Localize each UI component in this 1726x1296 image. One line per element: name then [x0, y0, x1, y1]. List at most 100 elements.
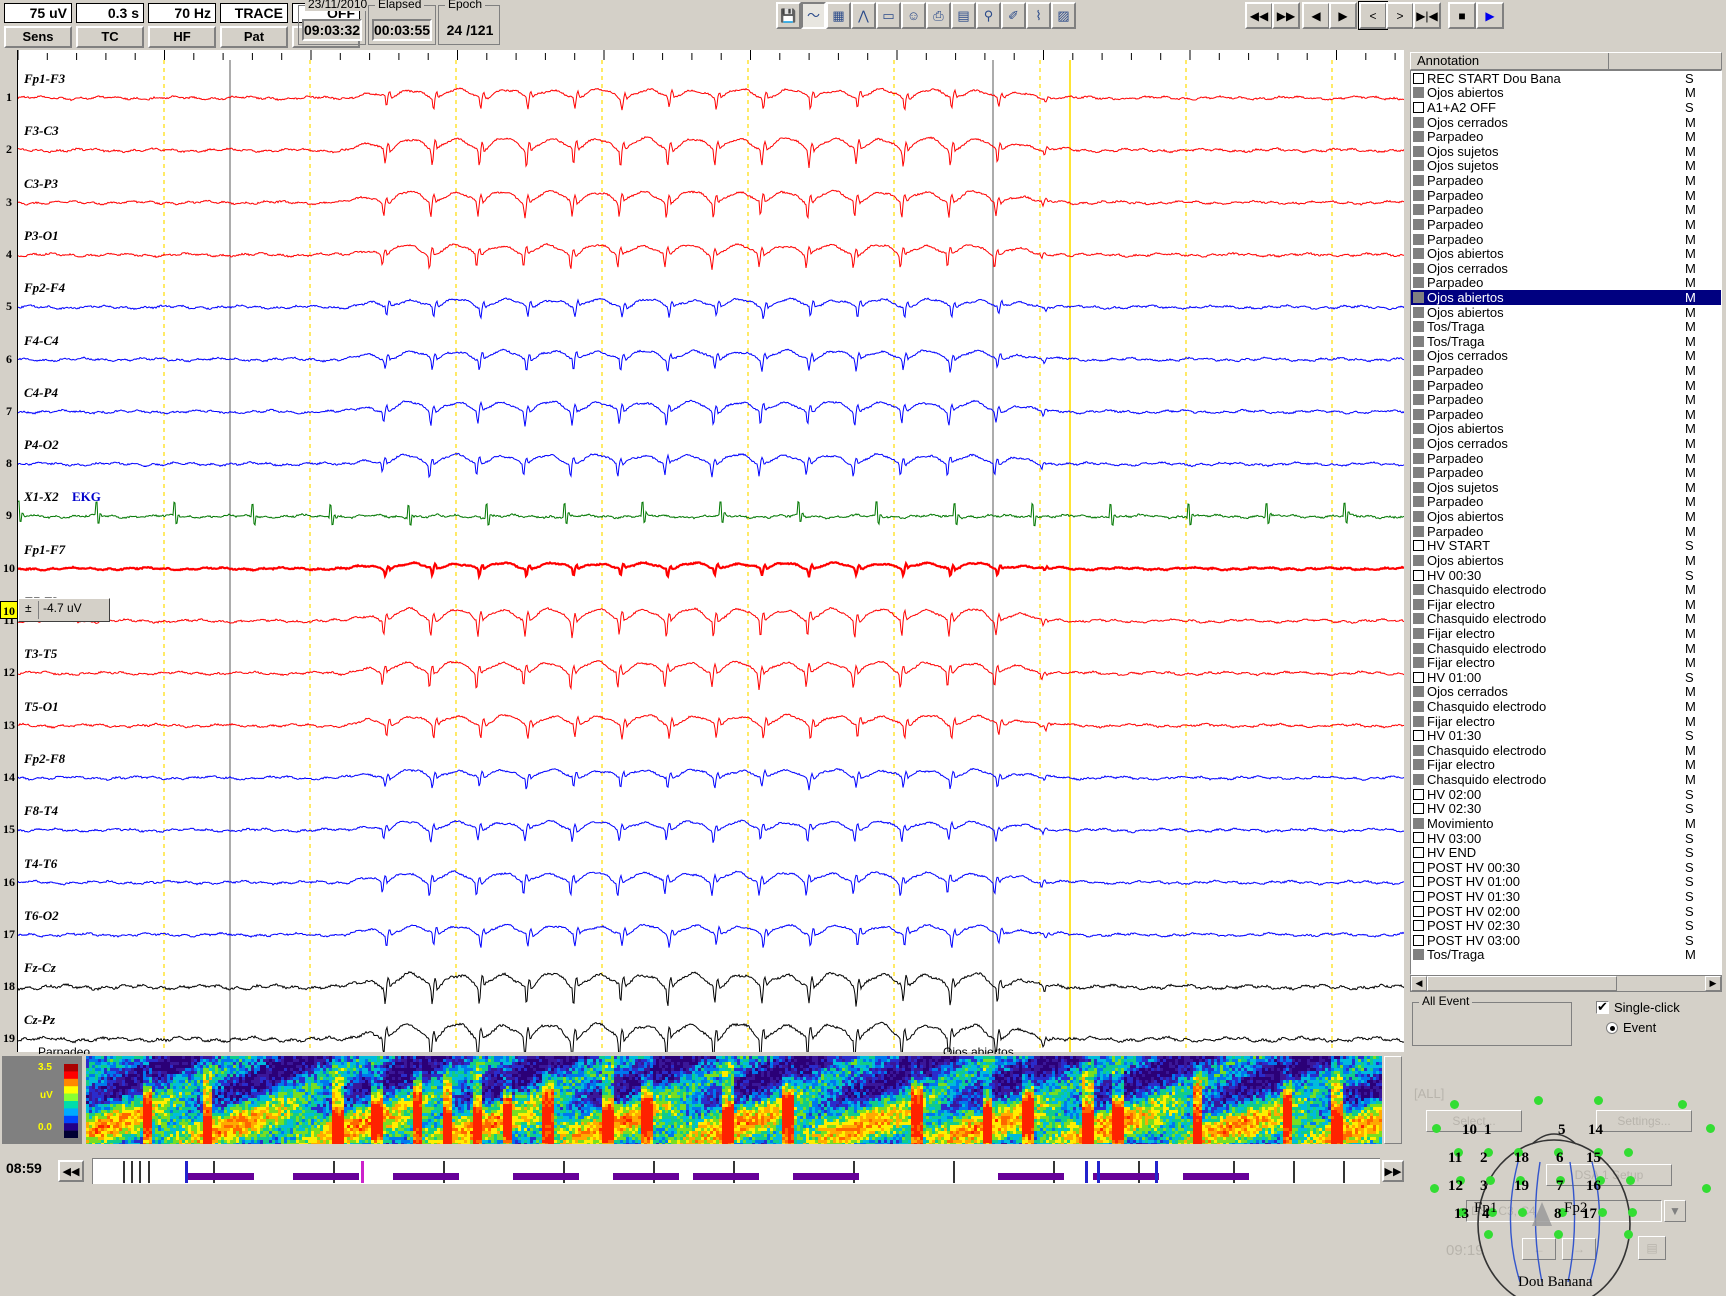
annotation-header-label[interactable]: Annotation: [1411, 53, 1609, 69]
electrode-dot[interactable]: [1624, 1230, 1633, 1239]
time-constant-value[interactable]: 0.3 s: [76, 3, 144, 23]
annotation-header[interactable]: Annotation: [1410, 52, 1722, 70]
annotation-row[interactable]: Fijar electro M: [1411, 757, 1721, 772]
channel-number-4[interactable]: 4: [6, 246, 12, 261]
montage-next-button[interactable]: →: [1562, 1238, 1596, 1260]
annotation-marker-icon[interactable]: [1413, 291, 1424, 303]
annotation-row[interactable]: Parpadeo M: [1411, 392, 1721, 407]
scroll-left-arrow[interactable]: ◀: [1411, 976, 1427, 991]
channel-label-T5-O1[interactable]: T5-O1: [24, 698, 59, 714]
channel-number-10[interactable]: 10: [3, 560, 15, 575]
annotation-marker-icon[interactable]: [1413, 481, 1424, 493]
timeline-next-button[interactable]: ▶▶: [1382, 1160, 1404, 1182]
event-radio-row[interactable]: Event: [1606, 1020, 1656, 1035]
electrode-dot[interactable]: [1554, 1230, 1563, 1239]
annotation-marker-icon[interactable]: [1413, 905, 1424, 917]
montage-prev-button[interactable]: ←: [1522, 1238, 1556, 1260]
high-frequency-filter-button[interactable]: HF: [148, 26, 216, 48]
channel-label-Cz-Pz[interactable]: Cz-Pz: [24, 1012, 56, 1028]
annotation-row[interactable]: REC START Dou Bana S: [1411, 71, 1721, 86]
electrode-dot[interactable]: [1484, 1230, 1493, 1239]
montage-grid-icon[interactable]: ▦: [826, 2, 851, 29]
channel-label-Fz-Cz[interactable]: Fz-Cz: [24, 960, 56, 976]
annotation-marker-icon[interactable]: [1413, 321, 1424, 333]
page-back-button[interactable]: ◀: [1302, 2, 1330, 29]
electrode-dot[interactable]: [1516, 1176, 1525, 1185]
annotation-row[interactable]: Fijar electro M: [1411, 714, 1721, 729]
annotation-marker-icon[interactable]: [1413, 642, 1424, 654]
annotation-row[interactable]: HV 03:00 S: [1411, 831, 1721, 846]
electrode-dot[interactable]: [1486, 1176, 1495, 1185]
annotation-row[interactable]: HV 01:30 S: [1411, 728, 1721, 743]
electrode-dot[interactable]: [1594, 1096, 1603, 1105]
annotation-row[interactable]: Ojos abiertos M: [1411, 553, 1721, 568]
annotation-row[interactable]: POST HV 02:00 S: [1411, 904, 1721, 919]
electrode-dot[interactable]: [1626, 1176, 1635, 1185]
electrode-dot[interactable]: [1488, 1208, 1497, 1217]
annotation-marker-icon[interactable]: [1413, 438, 1424, 450]
patient-info-icon[interactable]: ☺: [901, 2, 926, 29]
electrode-number[interactable]: 3: [1480, 1178, 1488, 1194]
annotation-marker-icon[interactable]: [1413, 145, 1424, 157]
annotation-marker-icon[interactable]: [1413, 817, 1424, 829]
electrode-number[interactable]: 7: [1556, 1178, 1564, 1194]
channel-label-P3-O1[interactable]: P3-O1: [24, 227, 59, 243]
spike-detection-icon[interactable]: ⋀: [851, 2, 876, 29]
annotation-marker-icon[interactable]: [1413, 613, 1424, 625]
electrode-dot[interactable]: [1456, 1176, 1465, 1185]
channel-number-6[interactable]: 6: [6, 351, 12, 366]
channel-label-F4-C4[interactable]: F4-C4: [24, 332, 59, 348]
annotation-horizontal-scrollbar[interactable]: ◀ ▶: [1410, 975, 1722, 992]
forward-fast-button[interactable]: ▶▶: [1272, 2, 1300, 29]
annotation-row[interactable]: Ojos sujetos M: [1411, 158, 1721, 173]
annotation-row[interactable]: Parpadeo M: [1411, 407, 1721, 422]
electrode-number[interactable]: 17: [1582, 1206, 1597, 1222]
channel-label-T6-O2[interactable]: T6-O2: [24, 907, 59, 923]
annotation-row[interactable]: Parpadeo M: [1411, 465, 1721, 480]
annotation-row[interactable]: Movimiento M: [1411, 816, 1721, 831]
annotation-marker-icon[interactable]: [1413, 87, 1424, 99]
annotation-marker-icon[interactable]: [1413, 233, 1424, 245]
channel-number-9[interactable]: 9: [6, 508, 12, 523]
annotation-row[interactable]: A1+A2 OFF S: [1411, 100, 1721, 115]
eeg-trace-viewport[interactable]: 12345678910111213141516171819M Fp1-F3F3-…: [0, 50, 1404, 1098]
eeg-waveform-canvas[interactable]: [18, 60, 1404, 1052]
annotation-marker-icon[interactable]: [1413, 262, 1424, 274]
param-pattern[interactable]: TRACE Pat: [220, 3, 288, 48]
annotation-row[interactable]: Parpadeo M: [1411, 378, 1721, 393]
annotation-row[interactable]: Parpadeo M: [1411, 129, 1721, 144]
channel-label-C3-P3[interactable]: C3-P3: [24, 175, 58, 191]
annotation-row[interactable]: Fijar electro M: [1411, 655, 1721, 670]
play-button[interactable]: ▶: [1476, 2, 1504, 29]
stop-button[interactable]: ■: [1448, 2, 1476, 29]
annotation-marker-icon[interactable]: [1413, 102, 1424, 114]
param-high-frequency-filter[interactable]: 70 Hz HF: [148, 3, 216, 48]
electrode-number[interactable]: 8: [1554, 1206, 1562, 1222]
annotation-row[interactable]: Ojos cerrados M: [1411, 348, 1721, 363]
annotation-marker-icon[interactable]: [1413, 350, 1424, 362]
annotation-row[interactable]: Chasquido electrodo M: [1411, 582, 1721, 597]
annotation-marker-icon[interactable]: [1413, 218, 1424, 230]
channel-label-T3-T5[interactable]: T3-T5: [24, 646, 58, 662]
pattern-button[interactable]: Pat: [220, 26, 288, 48]
annotation-row[interactable]: Parpadeo M: [1411, 217, 1721, 232]
single-click-checkbox[interactable]: [1596, 999, 1609, 1015]
annotation-row[interactable]: Tos/Traga M: [1411, 947, 1721, 962]
channel-number-19[interactable]: 19: [3, 1031, 15, 1046]
annotation-header-kind[interactable]: [1609, 53, 1721, 69]
annotation-row[interactable]: Ojos abiertos M: [1411, 290, 1721, 305]
channel-number-14[interactable]: 14: [3, 769, 15, 784]
annotation-marker-icon[interactable]: [1413, 452, 1424, 464]
channel-label-Fp1-F3[interactable]: Fp1-F3: [24, 71, 66, 86]
annotation-marker-icon[interactable]: [1413, 511, 1424, 523]
spectrogram-icon[interactable]: ▨: [1051, 2, 1076, 29]
timeline-track[interactable]: [92, 1158, 1380, 1184]
channel-label-F8-T4[interactable]: F8-T4: [24, 803, 58, 819]
annotation-row[interactable]: HV 02:00 S: [1411, 787, 1721, 802]
annotation-row[interactable]: Chasquido electrodo M: [1411, 641, 1721, 656]
annotation-marker-icon[interactable]: [1413, 686, 1424, 698]
annotation-marker-icon[interactable]: [1413, 364, 1424, 376]
electrode-number[interactable]: 18: [1514, 1150, 1529, 1166]
param-time-constant[interactable]: 0.3 s TC: [76, 3, 144, 48]
channel-number-13[interactable]: 13: [3, 717, 15, 732]
